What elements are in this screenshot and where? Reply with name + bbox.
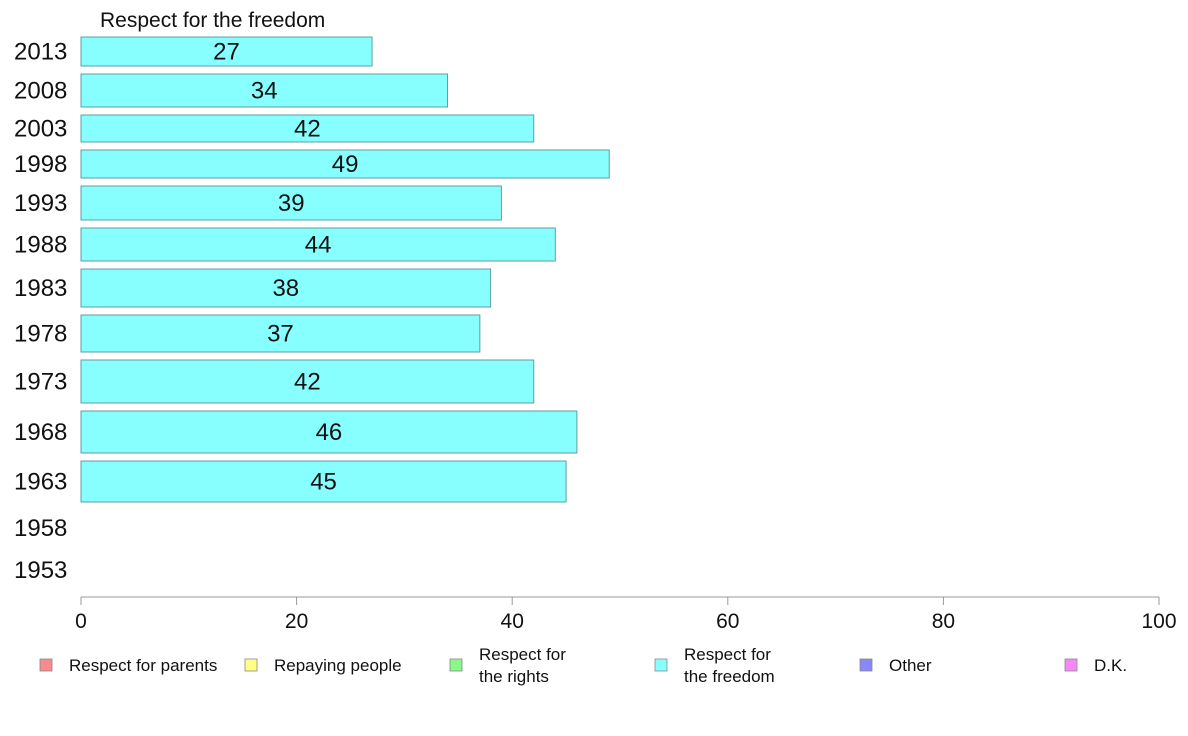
- y-tick-label: 2013: [14, 39, 67, 66]
- y-tick-label: 2003: [14, 116, 67, 143]
- bar-data-label: 27: [213, 39, 240, 66]
- y-axis-labels: 2013 2008 2003 1998 1993 1988 1983 1978 1973 1968…: [14, 39, 67, 585]
- y-tick-label: 1988: [14, 232, 67, 259]
- bar-data-label: 34: [251, 78, 278, 105]
- x-tick-label: 80: [932, 610, 955, 633]
- y-tick-label: 2008: [14, 78, 67, 105]
- legend-swatch: [654, 658, 668, 672]
- legend-swatch: [449, 658, 463, 672]
- bar: [80, 410, 578, 454]
- bar-data-label: 38: [272, 275, 299, 302]
- bar: [80, 73, 449, 108]
- legend-swatch: [244, 658, 258, 672]
- y-tick-label: 1953: [14, 557, 67, 584]
- bar: [80, 460, 567, 503]
- legend-label: Respect for parents: [69, 656, 217, 675]
- bar-data-label: 42: [294, 116, 321, 143]
- y-tick-label: 1978: [14, 321, 67, 348]
- legend: Respect for parents Repaying people Respec…: [39, 645, 1127, 686]
- legend-swatch: [859, 658, 873, 672]
- legend-label: Respect for the freedom: [684, 645, 775, 686]
- y-tick-label: 1968: [14, 419, 67, 446]
- legend-label: Respect for the rights: [479, 645, 566, 686]
- x-tick-label: 60: [716, 610, 739, 633]
- legend-label: Other: [889, 656, 932, 675]
- y-tick-label: 1998: [14, 151, 67, 178]
- bar-data-label: 46: [316, 419, 343, 446]
- legend-swatch: [39, 658, 53, 672]
- y-tick-label: 1983: [14, 275, 67, 302]
- y-tick-label: 1958: [14, 515, 67, 542]
- chart-title: Respect for the freedom: [100, 9, 325, 32]
- legend-label: D.K.: [1094, 656, 1127, 675]
- bar-data-label: 49: [332, 151, 359, 178]
- y-tick-label: 1963: [14, 469, 67, 496]
- bar: [80, 185, 502, 221]
- x-tick-label: 40: [501, 610, 524, 633]
- x-tick-label: 20: [285, 610, 308, 633]
- bar: [80, 227, 556, 262]
- x-axis: 0 20 40 60 80 100: [75, 596, 1177, 633]
- legend-swatch: [1064, 658, 1078, 672]
- y-tick-label: 1993: [14, 190, 67, 217]
- x-tick-label: 100: [1141, 610, 1176, 633]
- bar: [80, 149, 610, 179]
- bar-data-label: 37: [267, 321, 294, 348]
- bar: [80, 114, 535, 143]
- bar: [80, 314, 481, 353]
- bar: [80, 36, 373, 67]
- bar-data-label: 42: [294, 369, 321, 396]
- y-tick-label: 1973: [14, 369, 67, 396]
- bar-data-label: 39: [278, 190, 305, 217]
- bar-data-label: 44: [305, 232, 332, 259]
- legend-label: Repaying people: [274, 656, 402, 675]
- x-tick-label: 0: [75, 610, 87, 633]
- bar-data-label: 45: [310, 469, 337, 496]
- bar: [80, 359, 535, 404]
- bar: [80, 268, 492, 308]
